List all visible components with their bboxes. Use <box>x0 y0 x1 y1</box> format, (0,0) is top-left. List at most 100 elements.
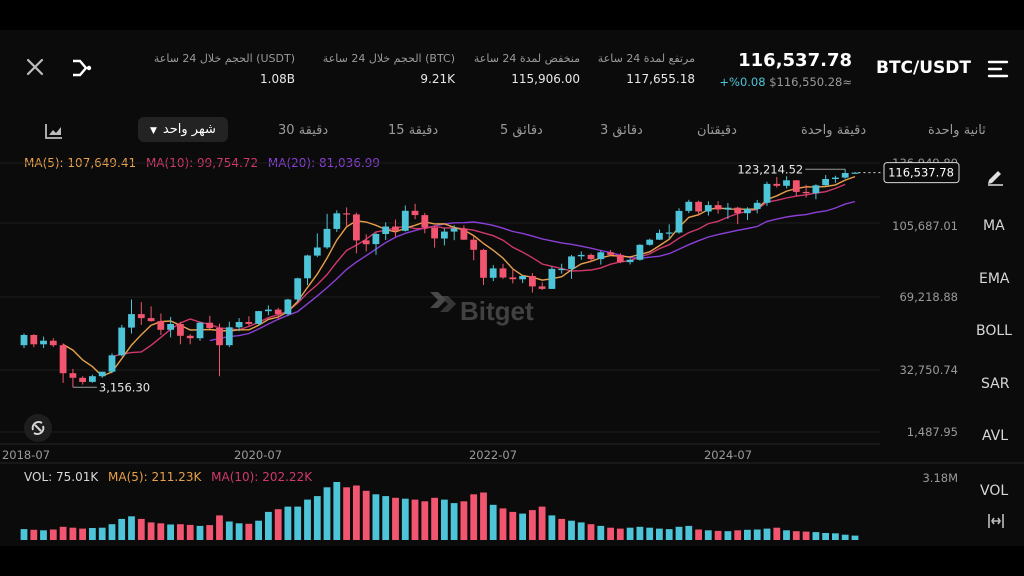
candle-body <box>792 180 800 192</box>
close-icon-svg <box>26 58 44 76</box>
usd-price: $116,550.28≈ <box>769 75 852 89</box>
price-block: 116,537.78 +%0.08 $116,550.28≈ <box>710 50 852 89</box>
volume-bar <box>753 529 761 540</box>
candle-body <box>274 309 282 315</box>
candle-body <box>656 232 663 240</box>
candle-body <box>177 324 184 336</box>
volume-bar <box>529 510 536 540</box>
volume-bar <box>480 492 487 540</box>
volume-bar <box>636 526 644 540</box>
volume-bar <box>744 529 751 540</box>
volume-bar <box>69 527 77 540</box>
tab-30m[interactable]: 30 دقيقة <box>278 123 329 138</box>
last-price: 116,537.78 <box>738 50 852 71</box>
share-icon[interactable] <box>70 56 94 80</box>
indicator-ema[interactable]: EMA <box>979 271 1010 287</box>
volume-bar <box>392 497 399 540</box>
menu-icon-svg <box>987 60 1009 78</box>
x-axis-label: 2022-07 <box>469 448 517 462</box>
candle-body <box>411 210 419 216</box>
candle-body <box>450 228 458 232</box>
volume-legend: VOL: 75.01K MA(5): 211.23K MA(10): 202.2… <box>24 470 312 484</box>
candle-body <box>812 185 820 194</box>
chart-grid <box>0 162 1024 464</box>
candle-body <box>157 321 165 330</box>
reset-chart-icon[interactable] <box>24 414 52 442</box>
close-icon[interactable] <box>24 56 46 78</box>
indicator-sar[interactable]: SAR <box>981 376 1010 392</box>
candle-body <box>734 207 742 214</box>
price-chart[interactable]: Bitget 136,949.80105,687.0169,218.8832,7… <box>0 30 1024 546</box>
candle-body <box>509 277 517 280</box>
volume-bar <box>734 530 742 540</box>
volume-bar <box>167 524 174 540</box>
stat-label: الحجم خلال 24 ساعة (BTC) <box>322 52 455 65</box>
volume-bar <box>304 499 311 540</box>
candle-chart-icon[interactable] <box>44 122 64 140</box>
volume-bar <box>177 524 184 540</box>
candle-body <box>783 180 790 186</box>
candle-body <box>40 340 47 345</box>
volume-bar <box>499 508 507 540</box>
volume-bar <box>401 498 409 540</box>
tab-5m[interactable]: 5 دقائق <box>500 123 543 138</box>
volume-bar <box>538 506 546 540</box>
y-axis-label: 105,687.01 <box>892 219 958 233</box>
volume-bar <box>675 526 683 540</box>
candle-body <box>832 177 839 179</box>
volume-bar <box>724 531 732 540</box>
volume-bar <box>783 530 790 540</box>
candle-body <box>216 328 223 346</box>
volume-bar <box>343 487 350 540</box>
candle-body <box>470 239 478 250</box>
candle-body <box>519 276 526 280</box>
candle-body <box>372 234 380 245</box>
volume-bar <box>832 533 839 540</box>
stat-high-24h: مرتفع لمدة 24 ساعة 117,655.18 <box>590 52 695 86</box>
indicator-avl[interactable]: AVL <box>982 428 1009 444</box>
max-price-label: 123,214.52 <box>737 162 803 176</box>
candle-body <box>763 183 771 203</box>
y-axis-label: 32,750.74 <box>899 363 958 377</box>
volume-bar <box>558 518 566 540</box>
menu-icon[interactable] <box>987 59 1009 79</box>
volume-bar <box>577 522 585 540</box>
candle-body <box>196 322 204 339</box>
min-price-label: 3,156.30 <box>99 380 150 394</box>
volume-bar <box>704 530 712 540</box>
volume-bar <box>206 525 214 540</box>
stat-label: مرتفع لمدة 24 ساعة <box>597 52 695 65</box>
candle-body <box>304 255 311 279</box>
candle-body <box>636 244 644 260</box>
candle-body <box>294 278 302 300</box>
volume-bar <box>665 529 673 540</box>
volume-bar <box>313 496 321 540</box>
pen-icon[interactable] <box>985 166 1005 186</box>
tab-15m[interactable]: 15 دقيقة <box>388 123 439 138</box>
stat-value: 115,906.00 <box>511 72 580 86</box>
indicator-boll[interactable]: BOLL <box>976 323 1012 339</box>
candle-body <box>235 322 243 328</box>
candle-body <box>568 256 575 269</box>
pair-title[interactable]: BTC/USDT <box>876 58 971 78</box>
candle-body <box>499 268 507 278</box>
candle-body <box>577 254 585 257</box>
candle-body <box>841 173 849 178</box>
volume-bar <box>49 529 57 540</box>
tab-3m[interactable]: 3 دقائق <box>600 123 643 138</box>
stat-label: الحجم خلال 24 ساعة (USDT) <box>153 52 295 65</box>
indicator-settings-icon[interactable] <box>986 512 1006 530</box>
volume-bar <box>685 525 693 540</box>
tab-1m[interactable]: دقيقة واحدة <box>801 123 867 138</box>
tab-1-month[interactable]: ▼ شهر واحد <box>138 117 228 142</box>
candle-body <box>353 214 360 241</box>
candle-body <box>49 340 57 346</box>
indicator-ma[interactable]: MA <box>983 218 1005 234</box>
ma20-line <box>209 200 856 342</box>
tab-1s[interactable]: ثانية واحدة <box>928 123 986 138</box>
volume-bar <box>626 527 634 540</box>
watermark-text: Bitget <box>460 296 534 326</box>
indicator-vol[interactable]: VOL <box>980 483 1009 499</box>
tab-2m[interactable]: دقيقتان <box>697 123 737 138</box>
candle-body <box>744 208 751 214</box>
